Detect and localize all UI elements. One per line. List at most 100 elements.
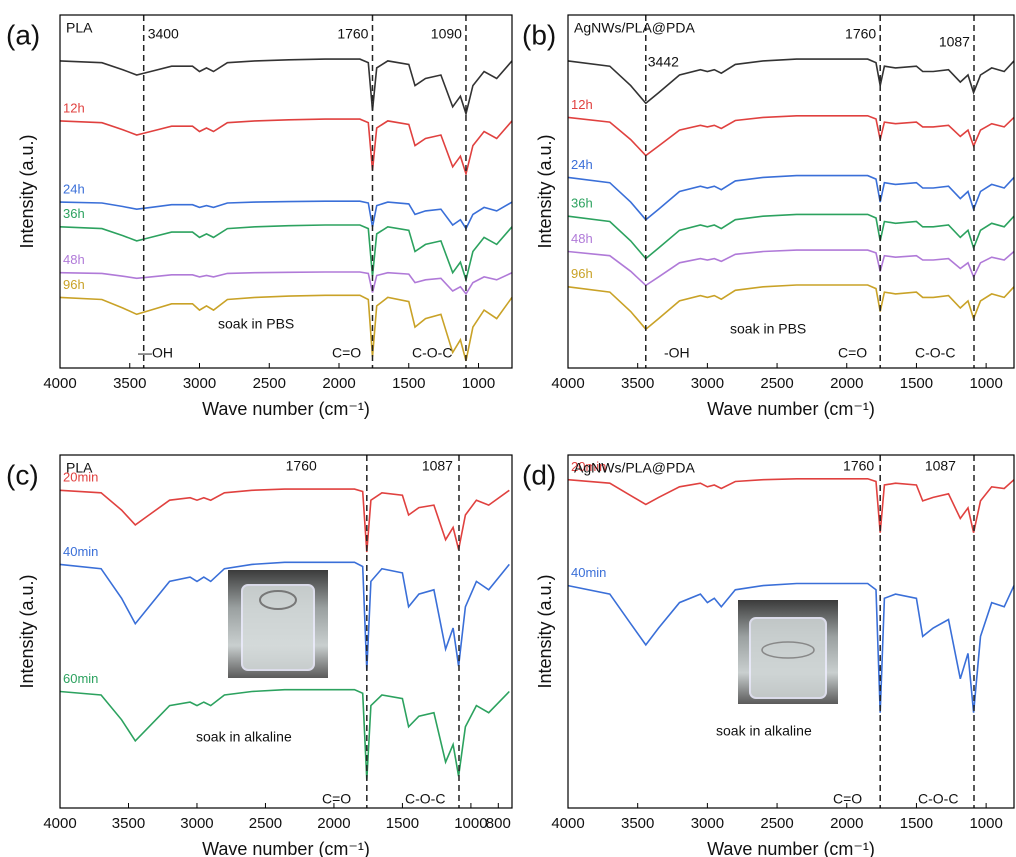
panel-sample: AgNWs/PLA@PDA bbox=[574, 460, 695, 476]
y-axis-label: Intensity (a.u.) bbox=[535, 574, 555, 688]
x-tick-label: 1000 bbox=[969, 375, 1002, 392]
x-tick-label: 2000 bbox=[830, 815, 863, 832]
annotation: soak in alkaline bbox=[196, 729, 292, 745]
series-label: 36h bbox=[63, 206, 85, 221]
panel: 20min 40min 60min 1760 1087 C=O C-O-C soak in a… bbox=[6, 454, 513, 857]
series-label: 24h bbox=[63, 182, 85, 197]
x-tick-label: 1500 bbox=[900, 375, 933, 392]
spectrum-line bbox=[567, 582, 1015, 713]
x-tick-label: 1000 bbox=[454, 815, 487, 832]
reference-label: 1760 bbox=[337, 26, 368, 42]
x-tick-label: 4000 bbox=[551, 815, 584, 832]
panel: 20min 40min 1760 1087 C=O C-O-C soak in alkali… bbox=[522, 454, 1015, 857]
x-tick-label: 4000 bbox=[551, 375, 584, 392]
series-label: 12h bbox=[63, 100, 85, 115]
plot-frame bbox=[59, 454, 513, 809]
series-label: 24h bbox=[571, 157, 593, 172]
reference-label: 1087 bbox=[939, 34, 970, 50]
annotation: soak in PBS bbox=[730, 321, 806, 337]
spectrum-line bbox=[567, 284, 1015, 331]
reference-label: 1087 bbox=[422, 458, 453, 474]
spectrum-line bbox=[567, 115, 1015, 157]
spectrum-line bbox=[59, 200, 513, 231]
series-label: 12h bbox=[571, 97, 593, 112]
annotation: C=O bbox=[838, 345, 867, 361]
spectrum-line bbox=[59, 118, 513, 177]
spectrum-line bbox=[59, 58, 513, 117]
plot-frame bbox=[567, 14, 1015, 369]
y-axis-label: Intensity (a.u.) bbox=[535, 134, 555, 248]
reference-label: 1090 bbox=[431, 26, 462, 42]
annotation: soak in PBS bbox=[218, 316, 294, 332]
series-label: 48h bbox=[63, 252, 85, 267]
reference-label: 1760 bbox=[845, 26, 876, 42]
plot-frame bbox=[567, 454, 1015, 809]
x-tick-label: 3000 bbox=[180, 815, 213, 832]
reference-label: 1760 bbox=[286, 458, 317, 474]
x-tick-label: 2500 bbox=[760, 375, 793, 392]
x-tick-label: 3500 bbox=[113, 375, 146, 392]
x-axis-label: Wave number (cm⁻¹) bbox=[707, 839, 875, 857]
spectrum-line bbox=[59, 561, 510, 671]
panel-letter: (b) bbox=[522, 19, 556, 50]
x-tick-label: 800 bbox=[486, 815, 511, 832]
annotation: C=O bbox=[332, 345, 361, 361]
y-axis-label: Intensity (a.u.) bbox=[17, 574, 37, 688]
series-label: 60min bbox=[63, 671, 98, 686]
x-tick-label: 1500 bbox=[392, 375, 425, 392]
series-label: 36h bbox=[571, 196, 593, 211]
panel-letter: (d) bbox=[522, 459, 556, 490]
x-tick-label: 3000 bbox=[691, 375, 724, 392]
annotation: C-O-C bbox=[412, 345, 452, 361]
annotation: C-O-C bbox=[918, 791, 958, 807]
x-tick-label: 1000 bbox=[969, 815, 1002, 832]
spectrum-line bbox=[567, 58, 1015, 105]
inset-photo-d bbox=[738, 600, 838, 704]
x-axis-label: Wave number (cm⁻¹) bbox=[202, 839, 370, 857]
panel-letter: (c) bbox=[6, 459, 39, 490]
annotation: C-O-C bbox=[405, 791, 445, 807]
x-tick-label: 2000 bbox=[830, 375, 863, 392]
y-axis-label: Intensity (a.u.) bbox=[17, 134, 37, 248]
x-tick-label: 2000 bbox=[317, 815, 350, 832]
x-tick-label: 1000 bbox=[462, 375, 495, 392]
spectrum-line bbox=[59, 224, 513, 283]
panel-sample: PLA bbox=[66, 460, 93, 476]
x-tick-label: 3500 bbox=[621, 375, 654, 392]
x-tick-label: 1500 bbox=[386, 815, 419, 832]
reference-label: 1760 bbox=[843, 458, 874, 474]
x-tick-label: 2500 bbox=[249, 815, 282, 832]
spectrum-line bbox=[567, 213, 1015, 260]
spectrum-line bbox=[59, 688, 510, 780]
spectrum-line bbox=[567, 249, 1015, 287]
series-label: 20min bbox=[571, 459, 606, 474]
inset-photo-c bbox=[228, 570, 328, 678]
annotation: C=O bbox=[833, 791, 862, 807]
series-label: 20min bbox=[63, 470, 98, 485]
series-label: 40min bbox=[571, 565, 606, 580]
x-tick-label: 3000 bbox=[691, 815, 724, 832]
x-tick-label: 1500 bbox=[900, 815, 933, 832]
series-label: 48h bbox=[571, 231, 593, 246]
annotation: C=O bbox=[322, 791, 351, 807]
x-tick-label: 3500 bbox=[621, 815, 654, 832]
annotation: C-O-C bbox=[915, 345, 955, 361]
spectrum-line bbox=[567, 478, 1015, 533]
annotation: -OH bbox=[664, 345, 690, 361]
x-tick-label: 2500 bbox=[760, 815, 793, 832]
reference-label: 3442 bbox=[648, 54, 679, 70]
x-tick-label: 4000 bbox=[43, 815, 76, 832]
series-label: 40min bbox=[63, 544, 98, 559]
spectrum-line bbox=[59, 271, 513, 296]
spectrum-line bbox=[567, 174, 1015, 221]
x-tick-label: 2500 bbox=[253, 375, 286, 392]
x-tick-label: 3500 bbox=[112, 815, 145, 832]
spectrum-line bbox=[59, 488, 510, 553]
x-axis-label: Wave number (cm⁻¹) bbox=[202, 399, 370, 419]
panel-sample: AgNWs/PLA@PDA bbox=[574, 20, 695, 36]
annotation: soak in alkaline bbox=[716, 723, 812, 739]
series-label: 96h bbox=[571, 266, 593, 281]
annotation: —OH bbox=[138, 345, 173, 361]
reference-label: 1087 bbox=[925, 458, 956, 474]
